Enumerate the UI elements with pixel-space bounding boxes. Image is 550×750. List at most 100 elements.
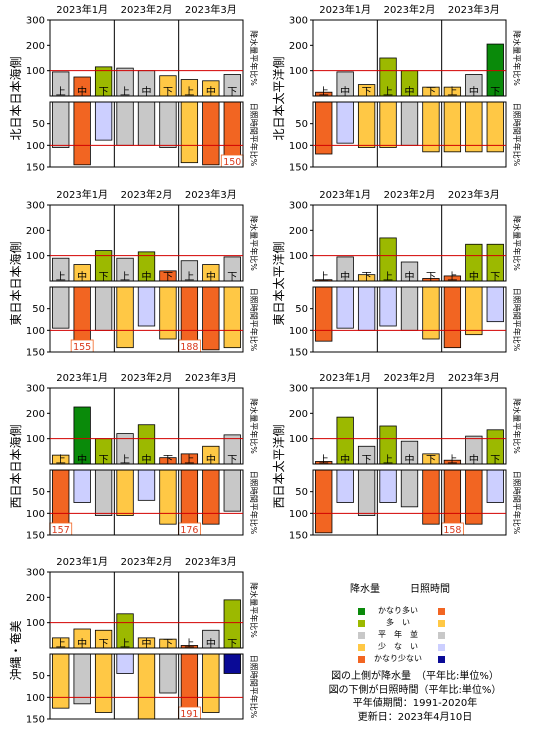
legend-precip-header: 降水量	[350, 584, 380, 595]
sun-bar	[400, 101, 419, 146]
precip-frame	[49, 204, 244, 282]
sun-bar	[202, 101, 220, 166]
precip-tick-label: 200	[289, 226, 308, 237]
dekad-label: 上	[319, 454, 329, 466]
month-label: 2023年2月	[121, 188, 173, 201]
sun-bar	[52, 286, 70, 329]
dekad-label: 下	[99, 87, 109, 98]
sun-tick-label: 50	[295, 119, 308, 130]
month-label: 2023年2月	[384, 371, 436, 384]
sun-bar	[400, 286, 419, 331]
dekad-label: 中	[405, 270, 415, 283]
sun-bar	[422, 286, 440, 340]
sun-overflow-label: 188	[180, 342, 198, 353]
sun-bar	[379, 469, 397, 503]
sun-bar	[465, 286, 483, 336]
sun-axis-label: 日照時間平年比%	[512, 471, 522, 535]
sun-bar	[159, 469, 177, 525]
sun-bar	[486, 101, 504, 153]
sun-bar	[379, 101, 397, 148]
dekad-label: 上	[319, 271, 329, 283]
sun-tick-label: 150	[289, 163, 308, 174]
sun-bar	[486, 469, 504, 503]
dekad-label: 上	[120, 86, 130, 98]
dekad-label: 中	[77, 453, 87, 466]
region-label: 東日本太平洋側	[271, 241, 286, 325]
month-label: 2023年3月	[448, 371, 500, 384]
precip-tick-label: 300	[289, 201, 308, 212]
month-label: 2023年2月	[121, 371, 173, 384]
sun-bar	[52, 101, 70, 148]
dekad-label: 上	[120, 454, 130, 466]
month-label: 2023年2月	[384, 3, 436, 16]
sun-overflow-label: 150	[223, 157, 241, 168]
sun-tick-label: 100	[289, 326, 308, 337]
sun-bar	[202, 653, 220, 713]
precip-tick-label: 300	[289, 16, 308, 27]
sun-bar	[159, 653, 177, 694]
precip-tick-label: 200	[26, 226, 45, 237]
dekad-label: 中	[77, 270, 87, 283]
region-label: 北日本太平洋側	[271, 56, 286, 140]
dekad-label: 下	[99, 272, 109, 283]
precip-axis-label: 降水量平年比%	[249, 215, 259, 271]
precip-tick-label: 300	[26, 16, 45, 27]
month-label: 2023年1月	[56, 371, 108, 384]
dekad-label: 中	[405, 85, 415, 98]
precip-tick-label: 300	[26, 568, 45, 579]
dekad-label: 下	[99, 639, 109, 650]
dekad-label: 中	[206, 85, 216, 98]
precip-axis-label: 降水量平年比%	[249, 30, 259, 86]
sun-bar	[116, 653, 134, 674]
precip-tick-label: 300	[289, 384, 308, 395]
precip-axis-label: 降水量平年比%	[249, 582, 259, 638]
precip-tick-label: 200	[26, 593, 45, 604]
legend-row-high: 多 い	[325, 617, 535, 628]
dekad-label: 中	[469, 453, 479, 466]
sun-bar	[379, 286, 397, 327]
dekad-label: 中	[206, 637, 216, 650]
sun-bar	[400, 469, 419, 508]
month-label: 2023年1月	[319, 188, 371, 201]
precip-tick-label: 200	[26, 409, 45, 420]
sun-frame	[312, 286, 507, 353]
sun-bar	[357, 101, 376, 148]
dekad-label: 上	[184, 86, 194, 98]
month-label: 2023年3月	[185, 555, 237, 568]
sun-bar	[137, 101, 156, 146]
region-label: 西日本日本海側	[8, 424, 23, 508]
dekad-label: 中	[469, 270, 479, 283]
sun-tick-label: 50	[295, 487, 308, 498]
sun-tick-label: 100	[26, 693, 45, 704]
dekad-label: 下	[99, 455, 109, 466]
legend-precip-swatch	[357, 631, 366, 640]
precip-tick-label: 100	[26, 66, 45, 77]
legend-precip-swatch	[357, 643, 366, 652]
dekad-label: 中	[340, 85, 350, 98]
sun-overflow-label: 191	[180, 709, 198, 720]
sun-bar	[137, 469, 156, 501]
region-label: 沖縄・奄美	[8, 620, 23, 680]
dekad-label: 上	[56, 454, 66, 466]
dekad-label: 中	[77, 85, 87, 98]
sun-bar	[223, 286, 241, 349]
sun-axis-label: 日照時間平年比%	[249, 288, 259, 352]
sun-bar	[465, 469, 483, 525]
dekad-label: 中	[469, 85, 479, 98]
sun-bar	[94, 469, 113, 516]
dekad-label: 中	[206, 453, 216, 466]
legend-sun-swatch	[437, 619, 446, 628]
legend-sun-swatch	[437, 655, 446, 664]
sun-bar	[357, 469, 376, 516]
note-updated: 更新日：2023年4月10日	[357, 711, 473, 723]
dekad-label: 上	[447, 271, 457, 283]
dekad-label: 下	[426, 272, 436, 283]
sun-bar	[94, 286, 113, 331]
sun-bar	[486, 286, 504, 323]
legend-label: 平 年 並	[378, 630, 418, 639]
dekad-label: 下	[362, 272, 372, 283]
dekad-label: 上	[447, 454, 457, 466]
